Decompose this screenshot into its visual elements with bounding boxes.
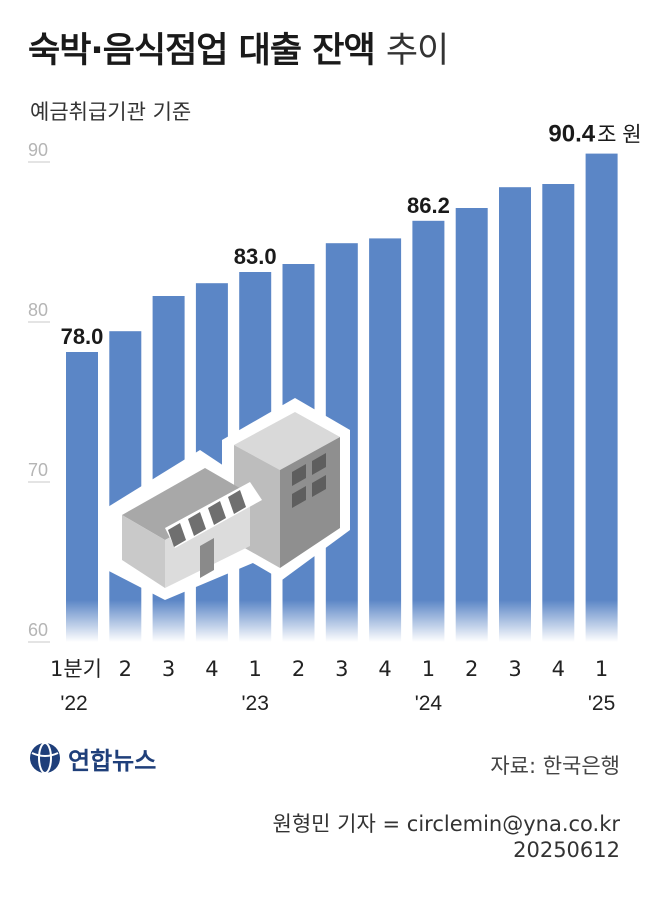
chart-title: 숙박·음식점업 대출 잔액 추이 (28, 22, 449, 73)
x-tick-label: 1 (249, 657, 262, 681)
bar (455, 208, 488, 642)
bar (369, 238, 402, 642)
y-tick-label: 90 (28, 140, 48, 160)
year-label: '23 (242, 692, 269, 715)
y-tick-label: 60 (28, 620, 48, 640)
chart-subtitle: 예금취급기관 기준 (30, 100, 192, 124)
data-label: 90.4조 원 (548, 121, 641, 148)
x-tick-label: 3 (508, 657, 521, 681)
logo: 연합뉴스 (28, 738, 156, 778)
logo-text: 연합뉴스 (68, 746, 157, 775)
year-label: '24 (415, 692, 443, 715)
bar (109, 331, 142, 642)
x-tick-label: 2 (119, 657, 132, 681)
year-label: '25 (588, 692, 615, 715)
publish-date: 20250612 (513, 838, 620, 862)
x-tick-label: 2 (465, 657, 478, 681)
x-tick-label: 3 (162, 657, 175, 681)
bar-chart: 60 70 80 90 78.0 83.0 86.2 90.4조 원 1분기 2 3 4 1 2 3 4 1 2 3… (28, 121, 642, 715)
x-tick-label: 2 (292, 657, 305, 681)
unit-label: 조 원 (597, 124, 641, 147)
bar-fade-overlay (55, 600, 635, 642)
data-label: 78.0 (61, 324, 104, 349)
x-tick-label: 1 (595, 657, 608, 681)
y-tick-label: 70 (28, 460, 48, 480)
source-note: 자료: 한국은행 (490, 754, 620, 778)
x-tick-label: 3 (335, 657, 348, 681)
bar (585, 153, 618, 642)
y-tick-label: 80 (28, 300, 48, 320)
year-label: '22 (60, 692, 87, 715)
data-label: 86.2 (407, 193, 450, 218)
x-tick-label: 1 (422, 657, 435, 681)
building-icon (103, 398, 350, 600)
x-tick-label: 1분기 (50, 657, 102, 681)
globe-logo-icon (30, 742, 60, 774)
x-tick-label: 4 (552, 657, 565, 681)
bar (66, 352, 98, 642)
bar (499, 187, 531, 642)
data-label-value: 90.4 (548, 121, 595, 148)
reporter-credit: 원형민 기자 = circlemin@yna.co.kr (272, 812, 620, 836)
bar (542, 184, 575, 642)
x-tick-label: 4 (378, 657, 391, 681)
bar (412, 220, 445, 643)
x-tick-label: 4 (205, 657, 218, 681)
chart-title-bold: 숙박·음식점업 대출 잔액 (28, 31, 376, 71)
chart-title-light: 추이 (385, 31, 449, 71)
data-label: 83.0 (234, 244, 277, 269)
